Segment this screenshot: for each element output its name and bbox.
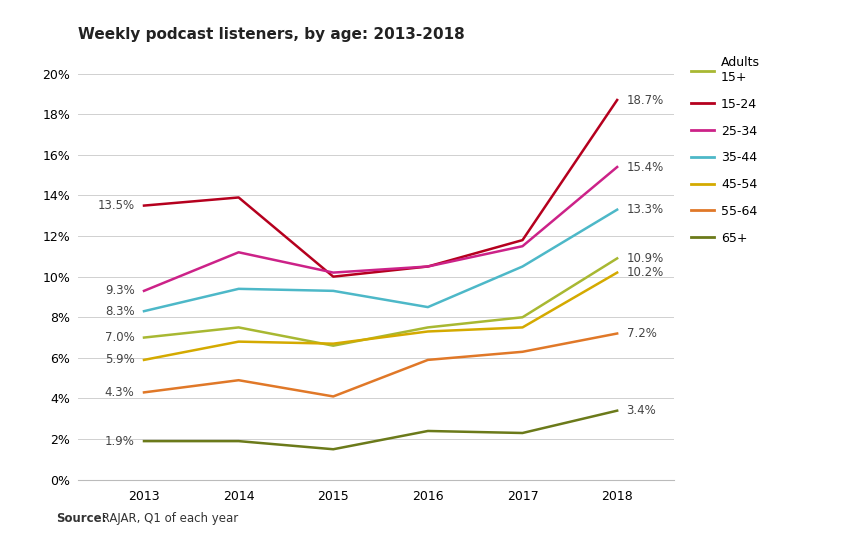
Text: 5.9%: 5.9%	[105, 353, 135, 366]
Text: 3.4%: 3.4%	[626, 404, 657, 417]
Text: 1.9%: 1.9%	[105, 434, 135, 448]
Text: 7.2%: 7.2%	[626, 327, 657, 340]
Text: 9.3%: 9.3%	[105, 285, 135, 297]
Text: 18.7%: 18.7%	[626, 93, 664, 107]
Text: Source:: Source:	[56, 512, 106, 525]
Text: 13.3%: 13.3%	[626, 203, 664, 216]
Text: 15.4%: 15.4%	[626, 160, 664, 174]
Text: 7.0%: 7.0%	[105, 331, 135, 344]
Text: RAJAR, Q1 of each year: RAJAR, Q1 of each year	[98, 512, 238, 525]
Legend: Adults
15+, 15-24, 25-34, 35-44, 45-54, 55-64, 65+: Adults 15+, 15-24, 25-34, 35-44, 45-54, …	[686, 51, 766, 249]
Text: 13.5%: 13.5%	[98, 199, 135, 212]
Text: 10.9%: 10.9%	[626, 252, 664, 265]
Text: 10.2%: 10.2%	[626, 266, 664, 279]
Text: 8.3%: 8.3%	[105, 305, 135, 318]
Text: 4.3%: 4.3%	[105, 386, 135, 399]
Text: Weekly podcast listeners, by age: 2013-2018: Weekly podcast listeners, by age: 2013-2…	[78, 27, 465, 43]
